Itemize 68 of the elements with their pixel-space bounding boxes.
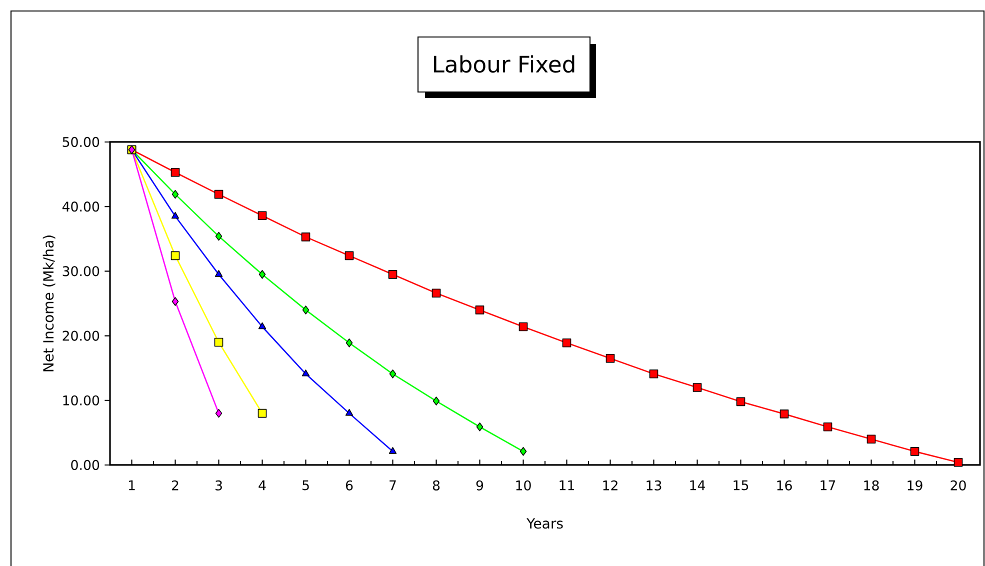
y-tick-label: 20.00: [62, 330, 100, 341]
point: [388, 447, 397, 454]
point: [258, 270, 266, 279]
point: [520, 447, 527, 456]
point: [954, 458, 963, 467]
point: [736, 397, 746, 406]
x-tick-label: 12: [603, 480, 618, 490]
point: [388, 270, 398, 279]
x-tick-label: 4: [258, 480, 266, 490]
point: [258, 322, 266, 330]
x-tick-label: 6: [346, 480, 353, 490]
point: [214, 338, 224, 347]
point: [692, 383, 702, 392]
point: [649, 370, 658, 378]
x-tick-label: 9: [476, 480, 484, 490]
point: [258, 211, 267, 220]
point: [866, 434, 876, 444]
y-tick-label: 50.00: [62, 136, 100, 148]
y-tick-label: 10.00: [63, 395, 100, 406]
x-tick-label: 1: [128, 480, 135, 490]
chart-title: Labour Fixed: [434, 55, 574, 73]
point: [476, 422, 484, 432]
x-tick-label: 3: [216, 480, 222, 490]
point: [302, 370, 310, 376]
y-tick-label: 0.00: [71, 460, 100, 470]
y-tick-label: 40.00: [62, 202, 100, 212]
point: [823, 422, 832, 432]
y-tick-label: 30.00: [62, 266, 100, 276]
point: [258, 408, 267, 418]
x-tick-label: 8: [432, 480, 440, 490]
x-tick-label: 20: [950, 480, 966, 490]
point: [170, 168, 180, 177]
x-tick-label: 7: [390, 480, 396, 490]
x-tick-label: 18: [864, 480, 879, 490]
point: [171, 212, 180, 219]
point: [432, 288, 441, 298]
x-tick-label: 14: [690, 480, 705, 490]
point: [172, 297, 179, 306]
x-tick-label: 10: [516, 480, 531, 490]
x-tick-label: 17: [820, 480, 836, 490]
point: [215, 232, 222, 241]
x-tick-label: 2: [172, 480, 178, 490]
point: [780, 410, 789, 418]
point: [345, 408, 354, 416]
x-tick-label: 16: [777, 480, 792, 490]
x-tick-label: 13: [646, 480, 662, 490]
point: [606, 354, 615, 363]
x-tick-label: 15: [734, 480, 748, 490]
point: [475, 306, 484, 314]
x-tick-label: 11: [560, 480, 574, 490]
point: [170, 251, 180, 260]
point: [302, 306, 310, 314]
point: [910, 447, 920, 456]
point: [562, 338, 572, 348]
x-tick-label: 19: [908, 480, 922, 490]
point: [301, 232, 310, 242]
y-axis-title: Net Income (Mk/ha): [42, 236, 56, 372]
point: [518, 322, 528, 332]
point: [172, 190, 179, 199]
point: [344, 251, 354, 260]
point: [214, 270, 223, 277]
x-tick-label: 5: [302, 480, 309, 490]
point: [389, 370, 396, 378]
x-axis-title: Years: [526, 518, 563, 529]
point: [215, 408, 222, 418]
point: [432, 396, 440, 406]
point: [346, 338, 353, 348]
point: [214, 190, 224, 199]
